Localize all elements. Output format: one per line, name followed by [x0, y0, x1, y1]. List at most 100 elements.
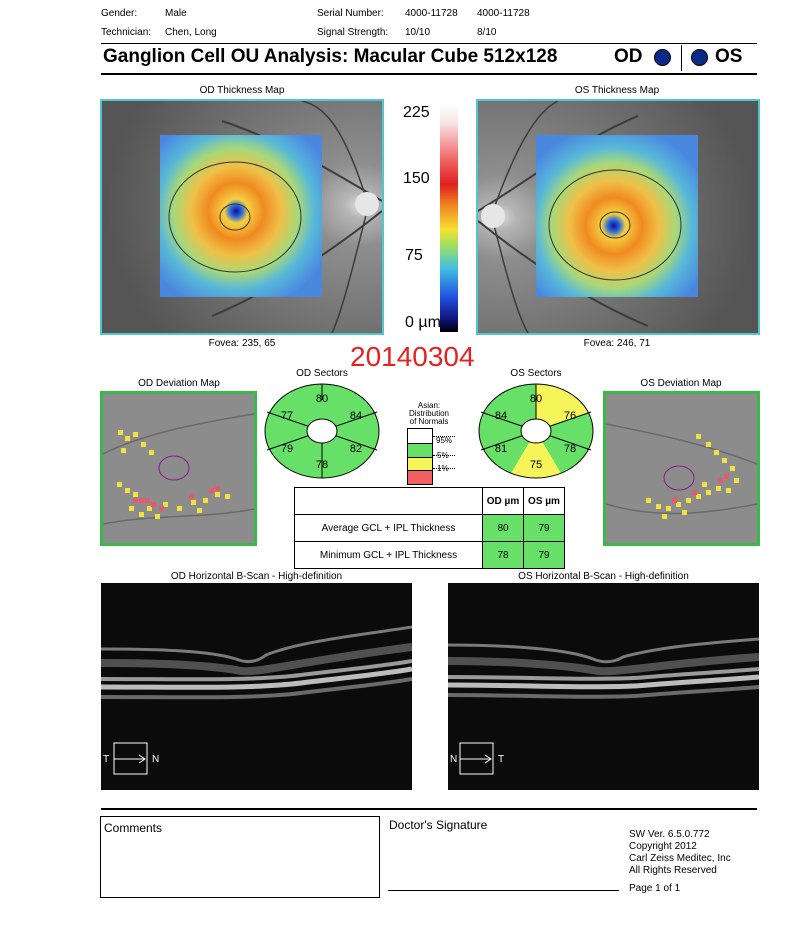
row-average-label: Average GCL + IPL Thickness [294, 514, 483, 542]
sw-version: SW Ver. 6.5.0.772 [629, 829, 710, 840]
table-header-blank [294, 487, 483, 515]
row-minimum-od: 78 [482, 541, 524, 569]
legend-title-line3: of Normals [409, 417, 449, 426]
legend-line-95 [433, 436, 455, 437]
gender-label: Gender: [101, 8, 138, 19]
legend-line-5 [433, 455, 455, 456]
os-sector-lower-left: 81 [495, 443, 507, 455]
od-sectors-chart: 80 77 84 79 82 78 [263, 382, 381, 480]
os-fovea: Fovea: 246, 71 [583, 338, 651, 349]
os-sector-bottom: 75 [530, 459, 542, 471]
os-deviation-map [603, 391, 760, 546]
od-sector-top: 80 [316, 393, 328, 405]
footer-divider [101, 808, 757, 810]
col-os: OS µm [523, 487, 565, 515]
normals-legend-title: Asian: Distribution of Normals [400, 402, 458, 426]
os-bscan-image: N T [448, 583, 759, 790]
os-bscan-title: OS Horizontal B-Scan - High-definition [518, 571, 689, 582]
od-eye-icon [654, 49, 671, 66]
legend-swatch-white [407, 428, 433, 444]
signature-label: Doctor's Signature [389, 818, 488, 832]
os-sectors-title: OS Sectors [510, 368, 562, 379]
legend-5: 5% [437, 451, 449, 460]
od-sectors-svg: 80 77 84 79 82 78 [264, 383, 380, 479]
gcl-thickness-table: OD µm OS µm Average GCL + IPL Thickness … [294, 487, 565, 569]
os-bscan-right-label: T [498, 754, 504, 765]
table-row: Minimum GCL + IPL Thickness 78 79 [294, 541, 565, 569]
sw-rights: All Rights Reserved [629, 865, 717, 876]
os-bscan-svg: N T [448, 583, 759, 790]
od-sector-bottom: 78 [316, 459, 328, 471]
od-bscan-image: T N [101, 583, 412, 790]
title-divider [681, 45, 682, 71]
od-sector-upper-left: 77 [281, 410, 293, 422]
signature-line [388, 890, 619, 891]
table-header-row: OD µm OS µm [294, 487, 565, 515]
technician-value: Chen, Long [165, 27, 217, 38]
row-minimum-label: Minimum GCL + IPL Thickness [294, 541, 483, 569]
thickness-color-scale [440, 104, 458, 332]
serial-label: Serial Number: [317, 8, 384, 19]
col-od: OD µm [482, 487, 524, 515]
date-stamp: 20140304 [350, 341, 475, 372]
scale-tick-225: 225 [403, 104, 430, 121]
legend-swatch-red [407, 470, 433, 485]
legend-swatch-yellow [407, 457, 433, 471]
serial-od: 4000-11728 [405, 8, 458, 19]
os-sectors-chart: 80 84 76 81 78 75 [477, 382, 595, 480]
od-sectors-title: OD Sectors [296, 368, 348, 379]
page-number: Page 1 of 1 [629, 883, 681, 894]
row-average-od: 80 [482, 514, 524, 542]
row-average-os: 79 [523, 514, 565, 542]
legend-1: 1% [437, 464, 449, 473]
os-thickness-map [476, 99, 760, 335]
os-deviation-image [606, 394, 757, 543]
os-sector-upper-right: 76 [564, 410, 576, 422]
os-sectors-svg: 80 84 76 81 78 75 [478, 383, 594, 479]
title-bar [101, 43, 757, 75]
legend-title-line2: Distribution [408, 409, 449, 418]
signal-label: Signal Strength: [317, 27, 389, 38]
row-minimum-os: 79 [523, 541, 565, 569]
od-label: OD [614, 46, 643, 67]
legend-line-1 [433, 468, 455, 469]
od-sector-lower-right: 82 [350, 443, 362, 455]
software-info: SW Ver. 6.5.0.772 Copyright 2012 Carl Ze… [629, 829, 731, 877]
od-sector-upper-right: 84 [350, 410, 362, 422]
table-row: Average GCL + IPL Thickness 80 79 [294, 514, 565, 542]
od-bscan-title: OD Horizontal B-Scan - High-definition [170, 571, 343, 582]
os-sector-lower-right: 78 [564, 443, 576, 455]
comments-box[interactable]: Comments [100, 816, 380, 898]
technician-label: Technician: [101, 27, 152, 38]
signal-os: 8/10 [477, 27, 497, 38]
signal-od: 10/10 [405, 27, 431, 38]
os-sector-top: 80 [530, 393, 542, 405]
serial-os: 4000-11728 [477, 8, 530, 19]
legend-95: 95% [436, 436, 453, 445]
os-sector-upper-left: 84 [495, 410, 507, 422]
legend-title-line1: Asian: [417, 401, 441, 410]
os-thickness-title: OS Thickness Map [574, 85, 660, 96]
od-bscan-svg: T N [101, 583, 412, 790]
sw-copyright: Copyright 2012 [629, 841, 697, 852]
legend-swatch-green [407, 443, 433, 458]
od-sector-lower-left: 79 [281, 443, 293, 455]
od-thickness-map [100, 99, 384, 335]
scale-tick-75: 75 [405, 247, 423, 264]
od-fovea: Fovea: 235, 65 [208, 338, 276, 349]
os-deviation-title: OS Deviation Map [640, 378, 722, 389]
os-eye-icon [691, 49, 708, 66]
os-label: OS [715, 46, 743, 67]
os-bscan-left-label: N [450, 754, 457, 765]
report-title: Ganglion Cell OU Analysis: Macular Cube … [103, 46, 558, 67]
od-thickness-title: OD Thickness Map [199, 85, 285, 96]
od-bscan-right-label: N [152, 754, 159, 765]
scale-tick-150: 150 [403, 170, 430, 187]
gender-value: Male [165, 8, 187, 19]
od-deviation-image [103, 394, 254, 543]
os-thickness-image [478, 101, 758, 333]
od-bscan-left-label: T [103, 754, 109, 765]
comments-label: Comments [104, 821, 163, 835]
od-deviation-title: OD Deviation Map [138, 378, 220, 389]
sw-company: Carl Zeiss Meditec, Inc [629, 853, 731, 864]
